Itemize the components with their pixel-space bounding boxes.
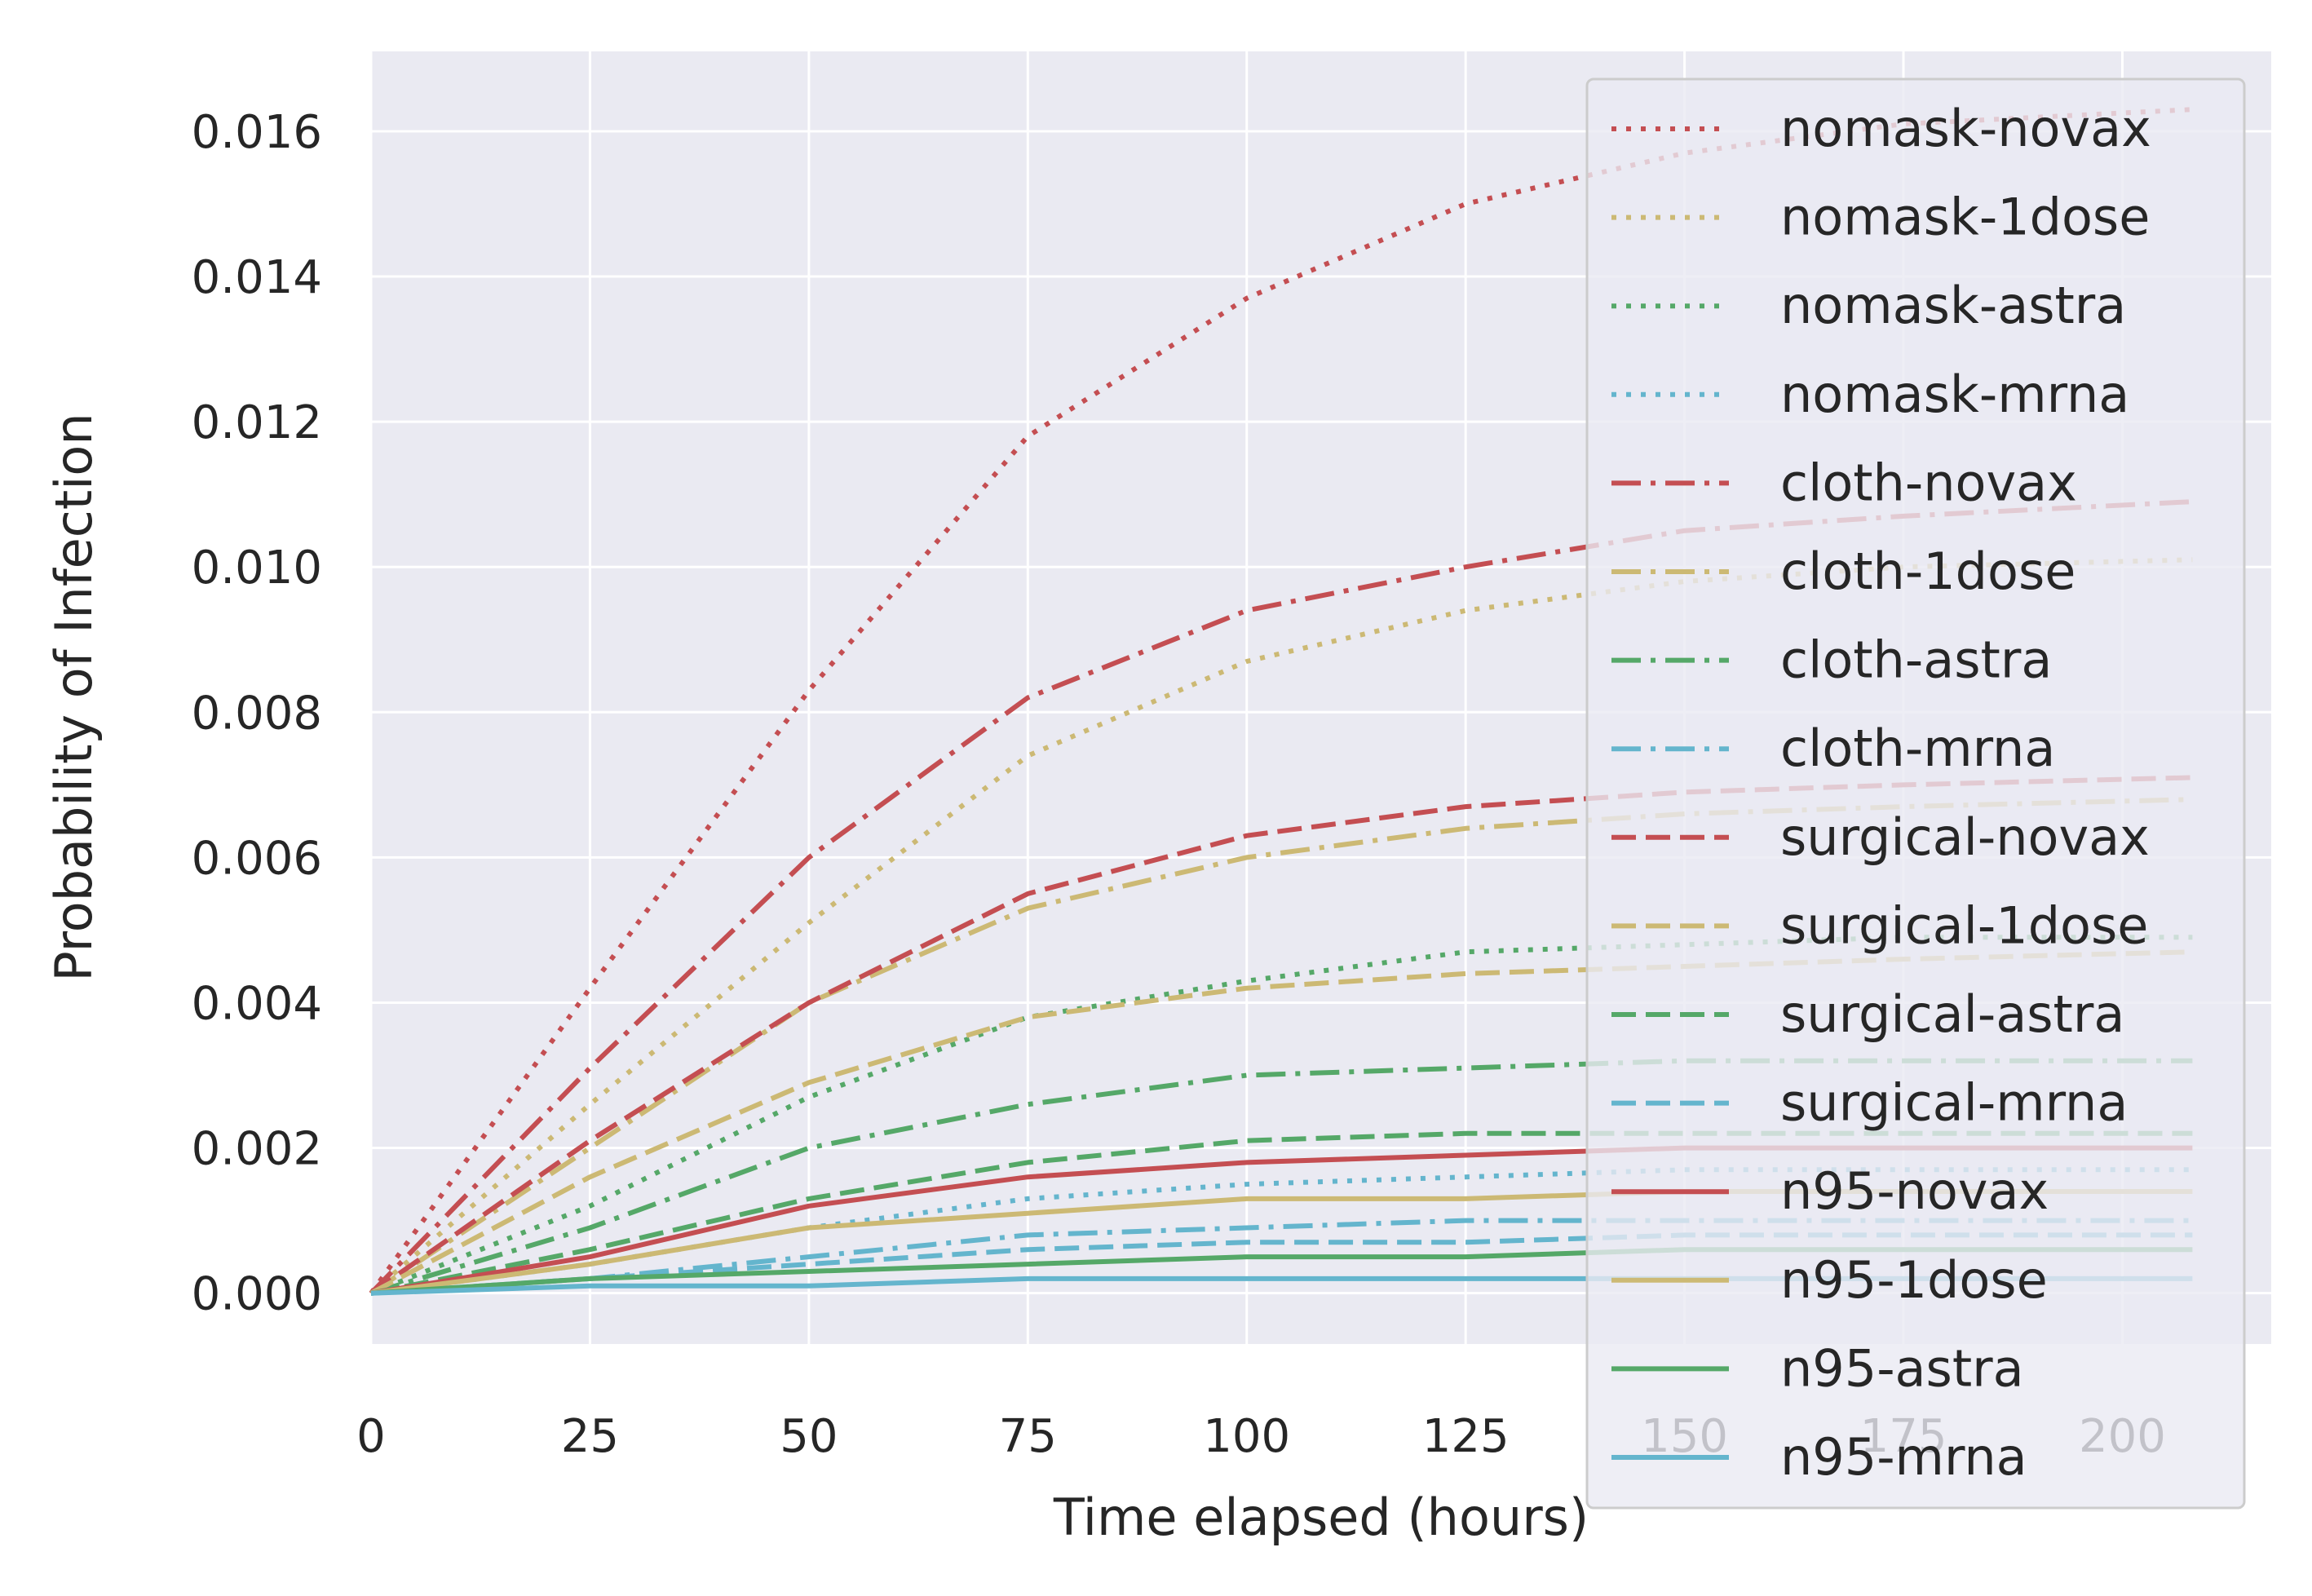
y-axis-label: Probability of Infection (44, 413, 104, 981)
y-tick-label: 0.010 (192, 542, 322, 595)
y-tick-label: 0.000 (192, 1268, 322, 1321)
y-tick-label: 0.012 (192, 396, 322, 449)
legend-label: surgical-mrna (1780, 1073, 2128, 1133)
legend-label: cloth-astra (1780, 630, 2052, 690)
legend-label: surgical-astra (1780, 984, 2124, 1044)
legend-label: nomask-astra (1780, 276, 2126, 335)
y-tick-label: 0.004 (192, 977, 322, 1030)
series-line-nomask-novax (369, 107, 2193, 1295)
legend-label: cloth-1dose (1780, 542, 2075, 601)
x-tick-label: 25 (561, 1410, 619, 1463)
y-tick-label: 0.006 (192, 832, 322, 885)
y-tick-label: 0.016 (192, 106, 322, 159)
x-tick-label: 75 (999, 1410, 1057, 1463)
legend-label: nomask-1dose (1780, 188, 2150, 247)
x-tick-label: 125 (1422, 1410, 1510, 1463)
legend-label: n95-novax (1780, 1161, 2049, 1221)
legend-label: nomask-novax (1780, 99, 2151, 158)
legend-label: cloth-mrna (1780, 718, 2055, 778)
legend: nomask-novax nomask-1dose nomask-astra noma… (1585, 77, 2246, 1510)
series-line-nomask-1dose (369, 557, 2193, 1295)
y-tick-label: 0.008 (192, 687, 322, 740)
legend-label: cloth-novax (1780, 453, 2077, 512)
x-tick-label: 100 (1203, 1410, 1290, 1463)
x-tick-label: 50 (780, 1410, 838, 1463)
legend-label: nomask-mrna (1780, 365, 2129, 424)
x-tick-label: 0 (356, 1410, 386, 1463)
legend-box (1585, 77, 2246, 1510)
y-tick-label: 0.002 (192, 1123, 322, 1176)
legend-label: n95-astra (1780, 1338, 2024, 1398)
y-tick-labels: 0.000 0.002 0.004 0.006 0.008 0.010 0.012 0.014… (192, 106, 322, 1321)
x-axis-label: Time elapsed (hours) (1053, 1488, 1589, 1547)
legend-label: surgical-novax (1780, 807, 2150, 867)
y-tick-label: 0.014 (192, 251, 322, 304)
legend-label: surgical-1dose (1780, 895, 2148, 955)
legend-label: n95-mrna (1780, 1427, 2027, 1487)
legend-label: n95-1dose (1780, 1250, 2048, 1310)
